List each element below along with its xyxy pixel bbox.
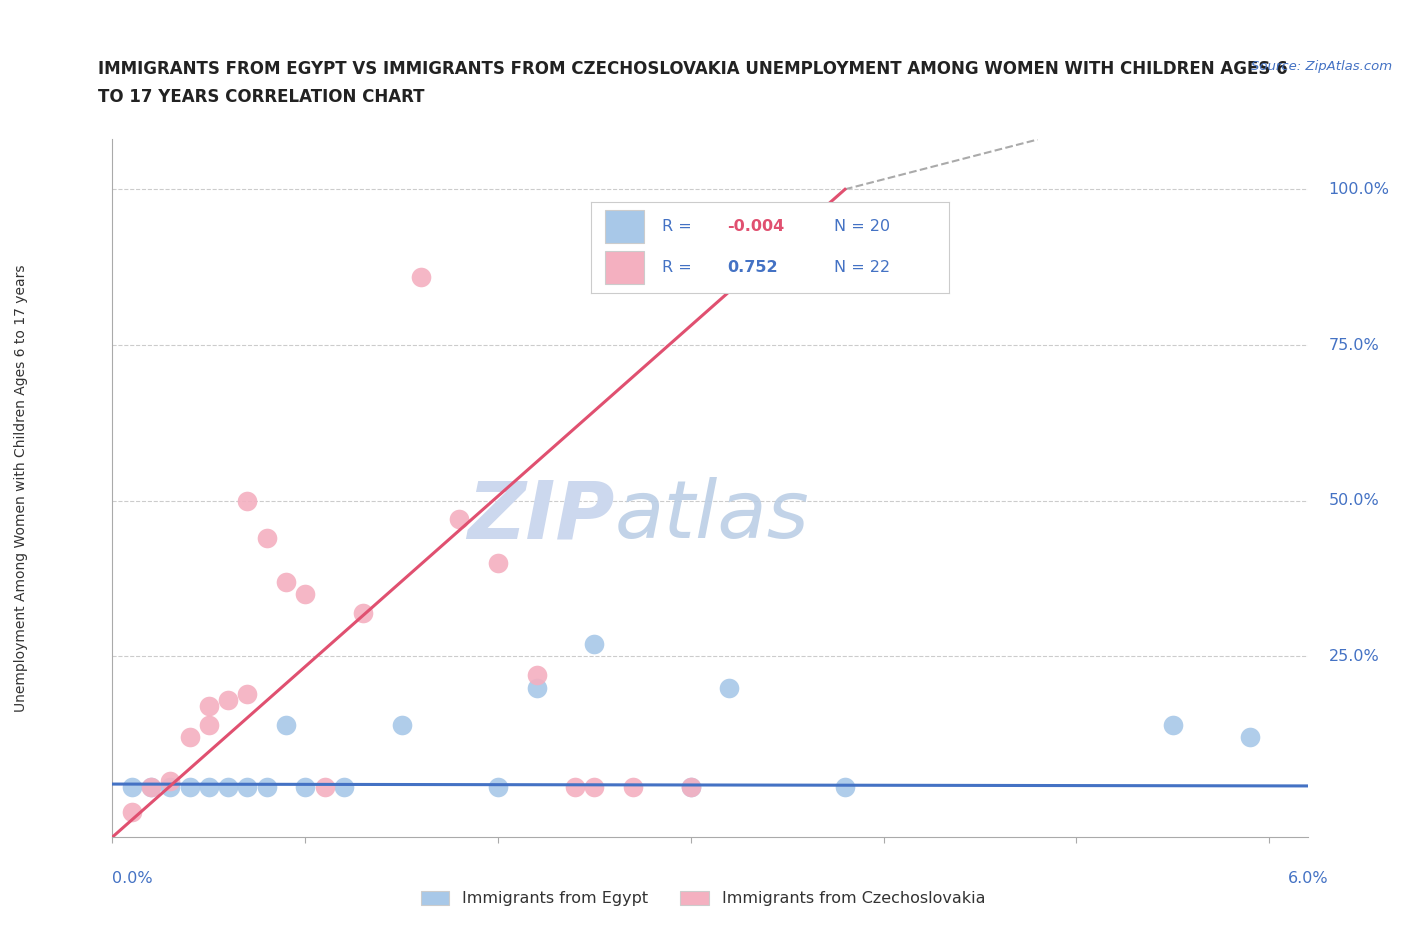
Point xyxy=(391,717,413,732)
Text: 0.0%: 0.0% xyxy=(112,871,153,886)
Text: 75.0%: 75.0% xyxy=(1329,338,1379,352)
Point xyxy=(409,269,432,284)
Point xyxy=(621,779,644,794)
Point xyxy=(449,512,471,526)
Point xyxy=(217,693,239,708)
Point xyxy=(179,779,201,794)
Point xyxy=(294,587,316,602)
Legend: Immigrants from Egypt, Immigrants from Czechoslovakia: Immigrants from Egypt, Immigrants from C… xyxy=(415,884,991,912)
Point xyxy=(333,779,356,794)
Text: TO 17 YEARS CORRELATION CHART: TO 17 YEARS CORRELATION CHART xyxy=(98,88,425,106)
Text: 6.0%: 6.0% xyxy=(1288,871,1329,886)
Point xyxy=(314,779,336,794)
Point xyxy=(1161,717,1184,732)
Point xyxy=(198,779,221,794)
Point xyxy=(274,717,297,732)
Point xyxy=(139,779,162,794)
Point xyxy=(236,686,259,701)
Point xyxy=(564,779,586,794)
Text: atlas: atlas xyxy=(614,477,810,555)
Point xyxy=(352,605,374,620)
Point xyxy=(236,779,259,794)
Point xyxy=(198,717,221,732)
Point xyxy=(121,804,143,819)
Point xyxy=(526,680,548,695)
Point xyxy=(679,779,702,794)
Point xyxy=(679,779,702,794)
Text: Unemployment Among Women with Children Ages 6 to 17 years: Unemployment Among Women with Children A… xyxy=(14,264,28,712)
Point xyxy=(718,680,741,695)
Point xyxy=(486,555,509,570)
Text: ZIP: ZIP xyxy=(467,477,614,555)
Point xyxy=(583,779,606,794)
Point xyxy=(159,774,181,789)
Point xyxy=(179,730,201,745)
Point xyxy=(834,779,856,794)
Point xyxy=(274,574,297,589)
Text: 50.0%: 50.0% xyxy=(1329,493,1379,508)
Point xyxy=(217,779,239,794)
Point xyxy=(256,531,278,546)
Point xyxy=(1239,730,1261,745)
Point xyxy=(294,779,316,794)
Point xyxy=(159,779,181,794)
Text: 25.0%: 25.0% xyxy=(1329,649,1379,664)
Point xyxy=(236,493,259,508)
Point xyxy=(583,636,606,651)
Text: Source: ZipAtlas.com: Source: ZipAtlas.com xyxy=(1251,60,1392,73)
Point xyxy=(198,698,221,713)
Text: IMMIGRANTS FROM EGYPT VS IMMIGRANTS FROM CZECHOSLOVAKIA UNEMPLOYMENT AMONG WOMEN: IMMIGRANTS FROM EGYPT VS IMMIGRANTS FROM… xyxy=(98,60,1288,78)
Point xyxy=(256,779,278,794)
Point xyxy=(139,779,162,794)
Text: 100.0%: 100.0% xyxy=(1329,182,1389,197)
Point xyxy=(526,668,548,683)
Point xyxy=(121,779,143,794)
Point xyxy=(486,779,509,794)
